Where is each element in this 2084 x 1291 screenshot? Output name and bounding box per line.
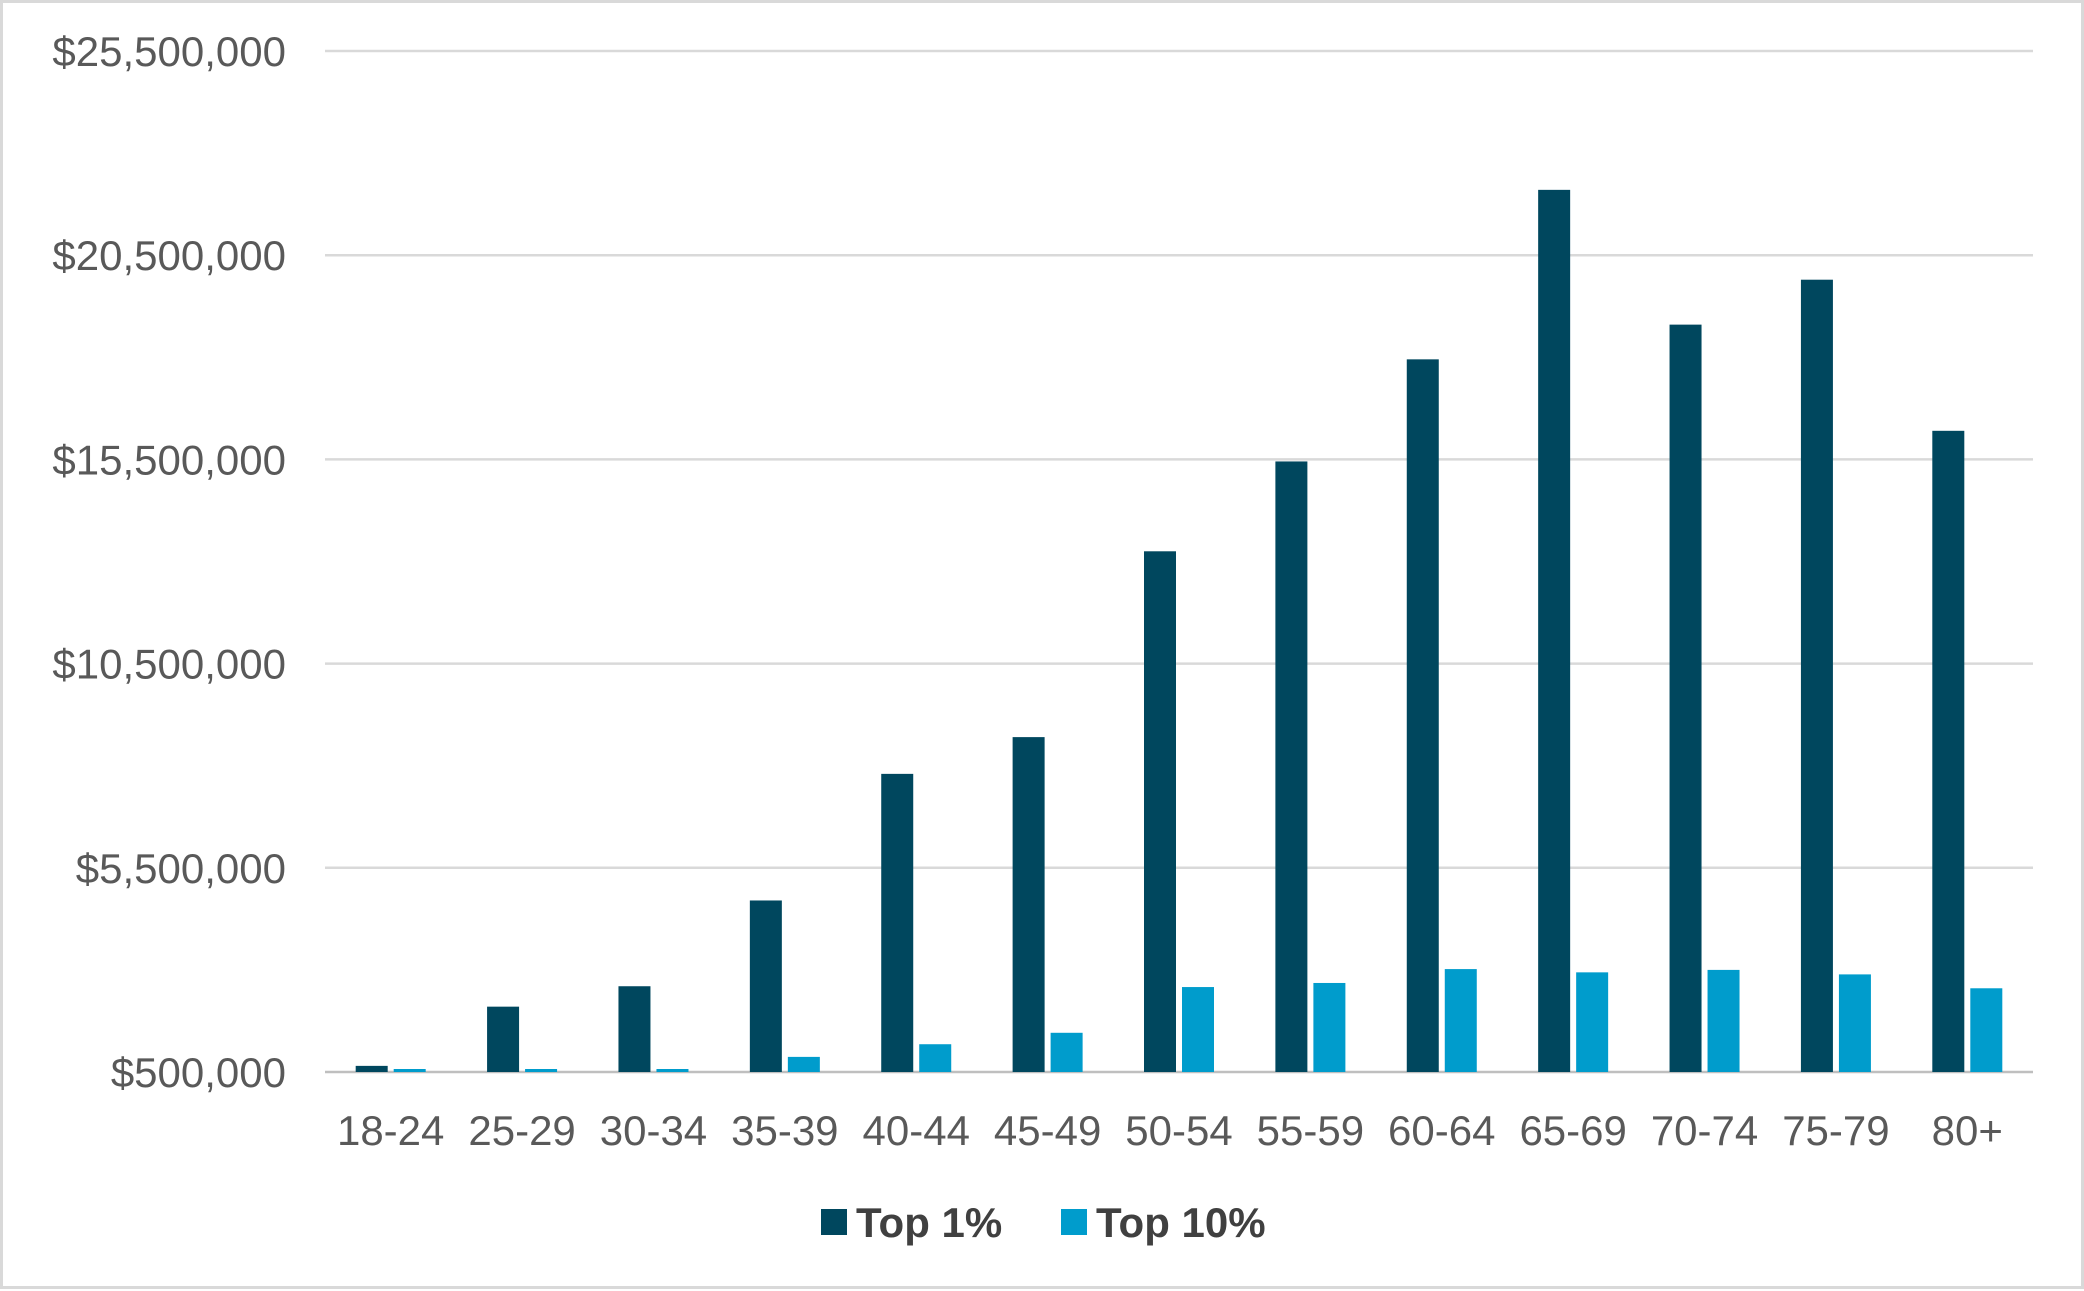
x-tick-label: 45-49 <box>994 1107 1101 1154</box>
y-axis: $500,000 $5,500,000 $10,500,000 $15,500,000… <box>52 28 286 1096</box>
bar-top1-80+ <box>1932 430 1965 1072</box>
gridlines <box>325 49 2033 1074</box>
bars <box>355 189 2003 1073</box>
bar-top10-75-79 <box>1838 974 1871 1072</box>
x-tick-label: 75-79 <box>1782 1107 1889 1154</box>
x-tick-label: 60-64 <box>1388 1107 1495 1154</box>
x-tick-label: 50-54 <box>1125 1107 1232 1154</box>
x-tick-label: 80+ <box>1932 1107 2003 1154</box>
y-tick-label: $20,500,000 <box>52 232 286 279</box>
bar-top10-18-24 <box>393 1069 426 1072</box>
bar-top10-50-54 <box>1182 987 1214 1072</box>
y-tick-label: $15,500,000 <box>52 436 286 483</box>
y-tick-label: $500,000 <box>111 1049 286 1096</box>
x-tick-label: 70-74 <box>1651 1107 1758 1154</box>
bar-top10-80+ <box>1970 988 2003 1072</box>
x-axis: 18-24 25-29 30-34 35-39 40-44 45-49 50-54 55-59… <box>337 1107 2003 1154</box>
bar-top1-40-44 <box>881 773 914 1072</box>
bar-top1-65-69 <box>1538 189 1571 1072</box>
bar-top1-75-79 <box>1800 279 1833 1073</box>
legend-swatch-top1 <box>821 1209 847 1235</box>
legend-label-top1: Top 1% <box>856 1199 1002 1246</box>
bar-top10-35-39 <box>787 1056 820 1072</box>
bar-top1-18-24 <box>355 1065 388 1072</box>
bar-top10-25-29 <box>525 1069 558 1072</box>
bar-top1-60-64 <box>1406 359 1439 1072</box>
bar-top10-30-34 <box>656 1069 689 1072</box>
y-tick-label: $10,500,000 <box>52 641 286 688</box>
legend-swatch-top10 <box>1061 1209 1087 1235</box>
x-tick-label: 25-29 <box>468 1107 575 1154</box>
bar-top10-65-69 <box>1576 972 1609 1072</box>
bar-top1-45-49 <box>1012 737 1045 1072</box>
bar-top10-60-64 <box>1444 969 1477 1072</box>
y-tick-label: $5,500,000 <box>76 845 286 892</box>
x-tick-label: 40-44 <box>863 1107 970 1154</box>
bar-top1-25-29 <box>487 1006 520 1072</box>
x-tick-label: 30-34 <box>600 1107 707 1154</box>
bar-top1-30-34 <box>618 986 651 1072</box>
bar-top1-55-59 <box>1275 461 1308 1072</box>
x-tick-label: 55-59 <box>1257 1107 1364 1154</box>
bar-top1-35-39 <box>749 900 782 1072</box>
legend: Top 1% Top 10% <box>821 1199 1266 1246</box>
bar-top1-70-74 <box>1669 324 1702 1072</box>
bar-top10-45-49 <box>1050 1032 1083 1072</box>
x-tick-label: 18-24 <box>337 1107 444 1154</box>
bar-top10-40-44 <box>919 1044 952 1072</box>
bar-top10-55-59 <box>1313 982 1346 1072</box>
x-tick-label: 65-69 <box>1519 1107 1626 1154</box>
bar-chart: $500,000 $5,500,000 $10,500,000 $15,500,000… <box>52 28 2033 1246</box>
bar-top10-70-74 <box>1707 969 1740 1072</box>
x-tick-label: 35-39 <box>731 1107 838 1154</box>
legend-label-top10: Top 10% <box>1096 1199 1266 1246</box>
bar-top1-50-54 <box>1144 551 1176 1072</box>
y-tick-label: $25,500,000 <box>52 28 286 75</box>
